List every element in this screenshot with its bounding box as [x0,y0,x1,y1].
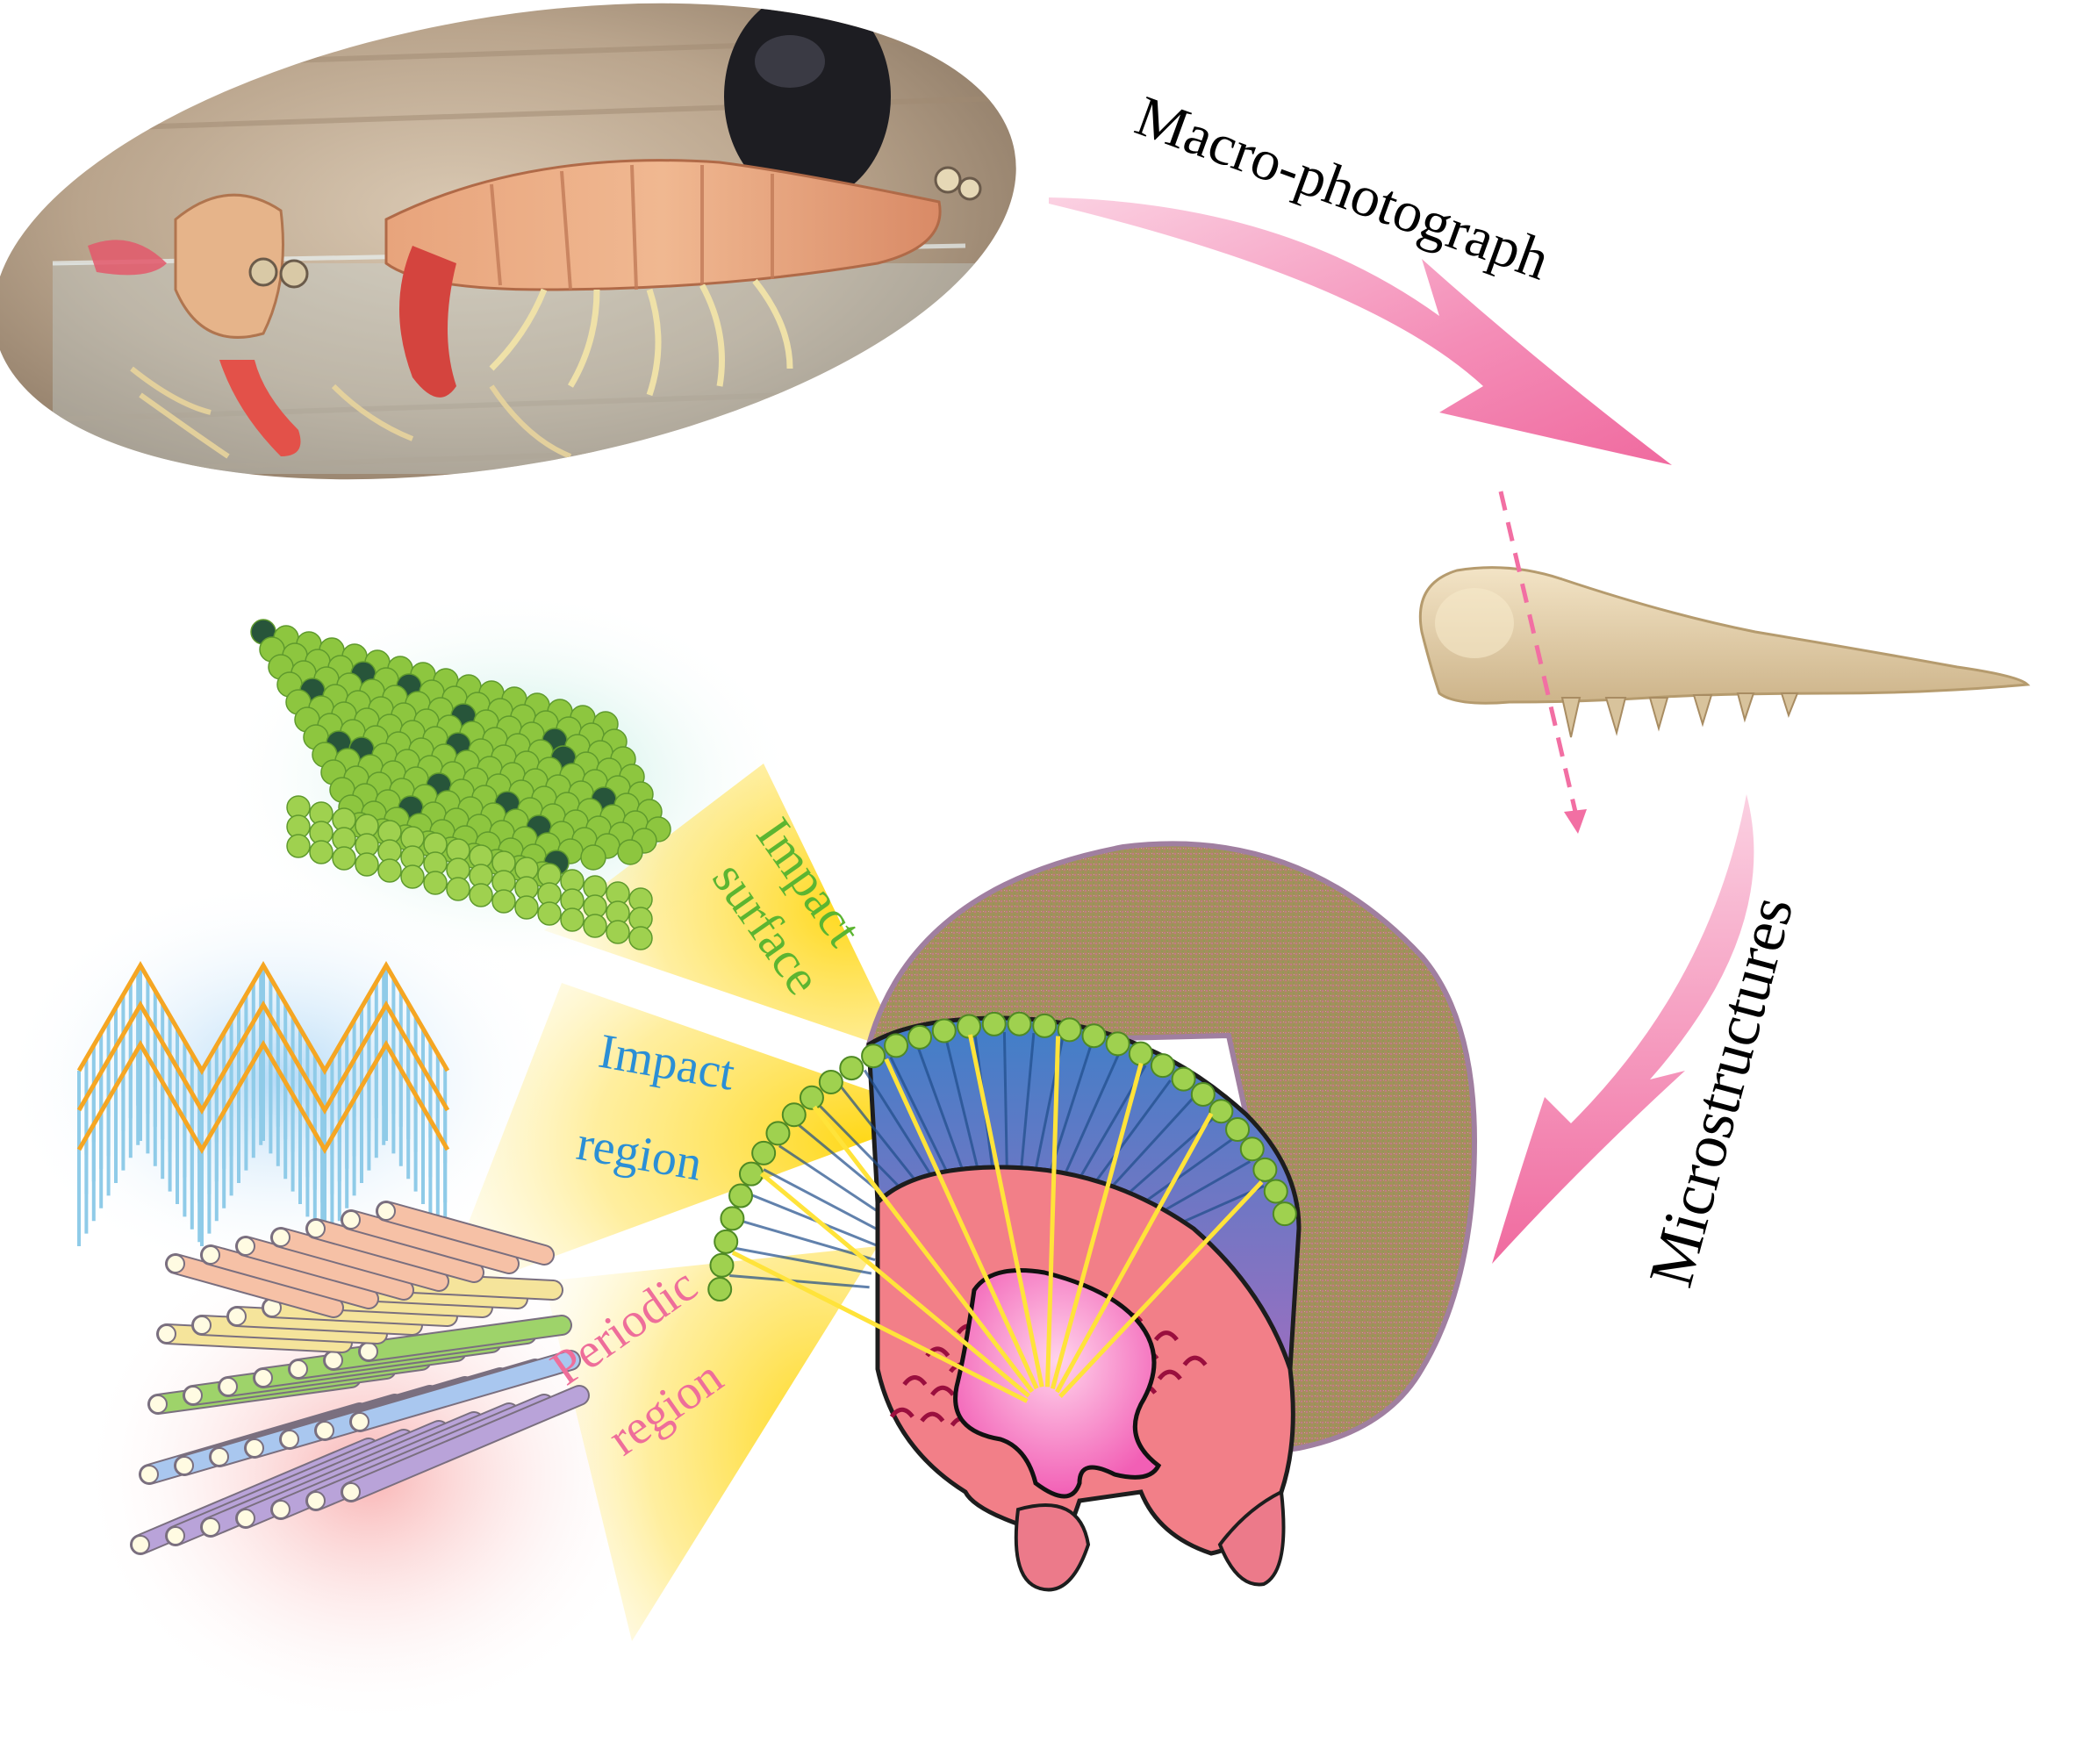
microstructures-arrow [1492,794,1754,1264]
zigzag-fiber-icon [76,961,450,1246]
dactyl-club-appendage [1418,566,2031,738]
bouligand-rod-icon [130,1201,590,1555]
mantis-shrimp-photo [0,0,1054,527]
club-cross-section [707,841,1478,1592]
impact-region-beam [439,983,939,1299]
periodic-region-beam [544,1246,878,1641]
sphere-lattice-icon [250,619,671,950]
macro-photograph-arrow [1049,197,1672,465]
impact-surface-beam [544,764,904,1053]
cut-line [1498,491,1587,834]
